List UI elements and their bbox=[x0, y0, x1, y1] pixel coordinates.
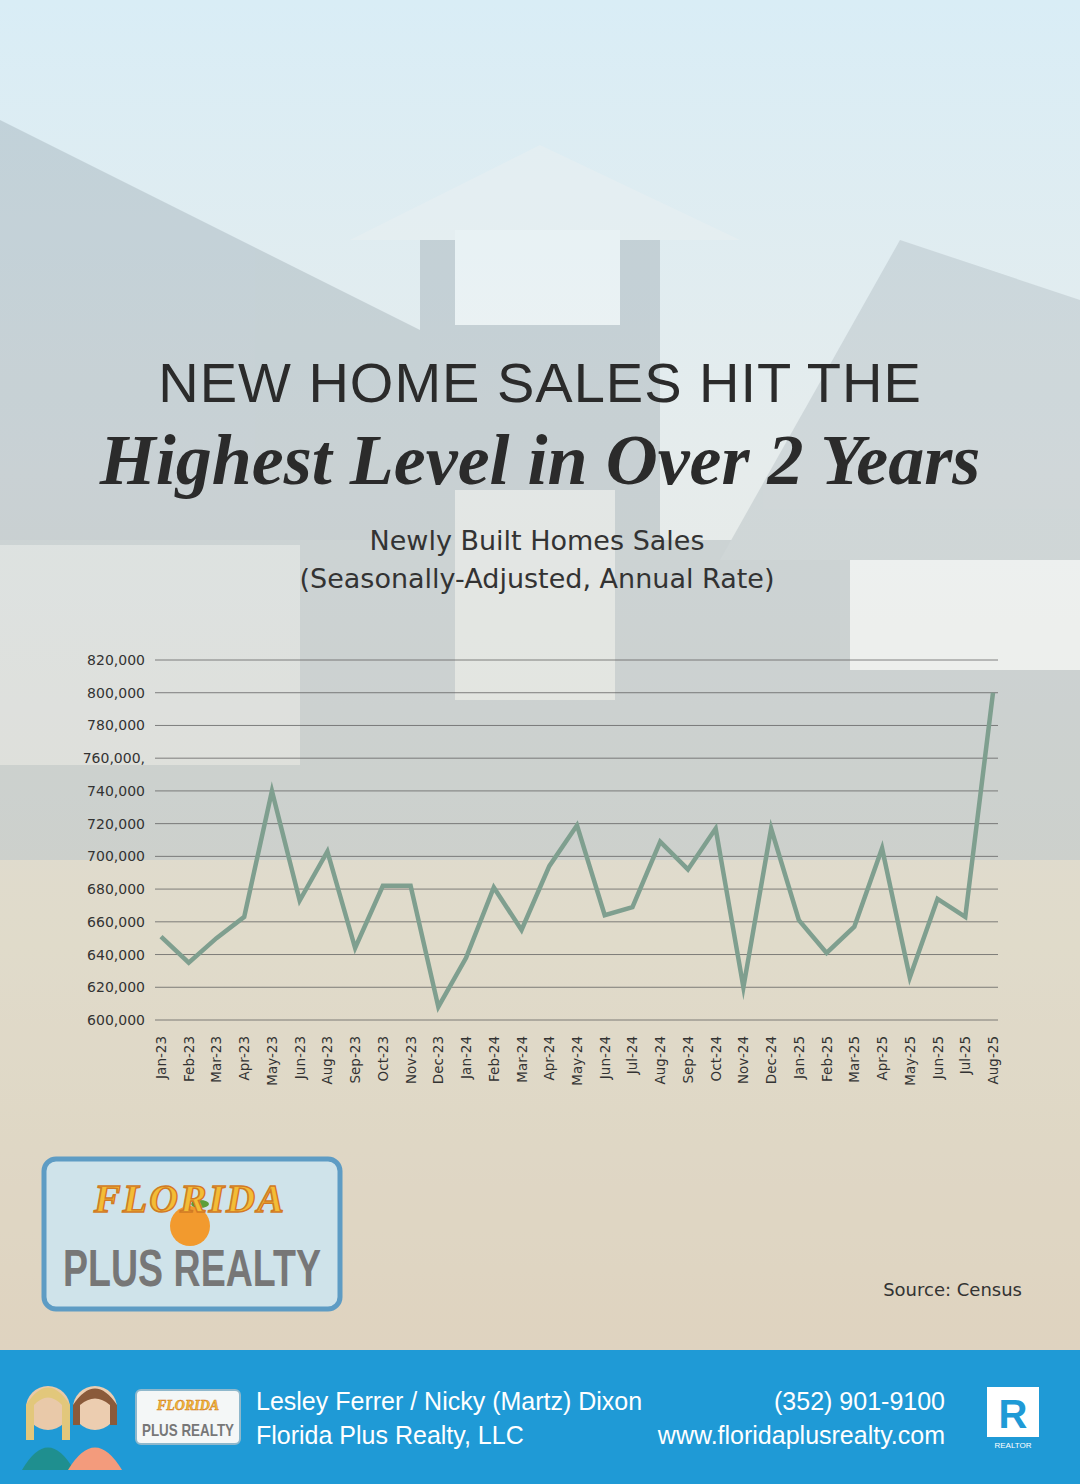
x-tick-label: Apr-25 bbox=[874, 1036, 890, 1081]
logo-text: PLUS REALTY bbox=[63, 1239, 321, 1297]
y-tick-label: 660,000 bbox=[87, 914, 145, 930]
x-tick-label: Oct-23 bbox=[375, 1036, 391, 1081]
grid-line bbox=[155, 692, 998, 693]
x-tick-label: Feb-24 bbox=[486, 1036, 502, 1082]
x-tick-label: Apr-24 bbox=[541, 1036, 557, 1081]
headline: Highest Level in Over 2 Years bbox=[99, 420, 981, 500]
logo-text: FLORIDA bbox=[93, 1176, 286, 1221]
grid-line bbox=[155, 758, 998, 759]
realtor-logo bbox=[987, 1387, 1039, 1437]
x-tick-label: Jun-24 bbox=[597, 1036, 613, 1080]
source: Source: Census bbox=[883, 1279, 1022, 1300]
grid-line bbox=[155, 889, 998, 890]
grid-line bbox=[155, 725, 998, 726]
grid-line bbox=[155, 856, 998, 857]
grid-line bbox=[155, 987, 998, 988]
footer-website: www.floridaplusrealty.com bbox=[657, 1421, 945, 1449]
x-tick-label: Sep-24 bbox=[680, 1036, 696, 1084]
x-tick-label: Jul-25 bbox=[957, 1036, 973, 1075]
x-tick-label: Mar-23 bbox=[208, 1036, 224, 1083]
photo-person bbox=[73, 1386, 117, 1430]
footer-logo-text: FLORIDA bbox=[156, 1398, 219, 1413]
footer-logo bbox=[136, 1390, 240, 1444]
y-axis: 600,000 620,000 640,000 660,000 680,000 700,0… bbox=[83, 652, 998, 1028]
x-tick-label: Jul-24 bbox=[624, 1036, 640, 1075]
page: NEW HOME SALES HIT THEHighest Level in O… bbox=[0, 0, 1080, 1484]
y-tick-label: 700,000 bbox=[87, 848, 145, 864]
footer-logo-text: PLUS REALTY bbox=[142, 1421, 235, 1440]
plot-data bbox=[161, 693, 993, 1007]
x-tick-label: Mar-24 bbox=[514, 1036, 530, 1083]
y-tick-label: 720,000 bbox=[87, 816, 145, 832]
background bbox=[0, 0, 1080, 1350]
realtor-mark: R bbox=[999, 1392, 1028, 1436]
x-tick-label: Apr-23 bbox=[236, 1036, 252, 1081]
x-tick-label: May-24 bbox=[569, 1036, 585, 1086]
headline: NEW HOME SALES HIT THE bbox=[158, 351, 922, 414]
x-tick-label: Aug-23 bbox=[319, 1036, 335, 1084]
chart-subtitle: (Seasonally-Adjusted, Annual Rate) bbox=[300, 563, 775, 594]
x-tick-label: Feb-23 bbox=[181, 1036, 197, 1082]
grid-line bbox=[155, 921, 998, 922]
y-tick-label: 620,000 bbox=[87, 979, 145, 995]
photo-person bbox=[68, 1448, 122, 1471]
realtor-label: REALTOR bbox=[994, 1441, 1031, 1450]
x-tick-label: Jan-23 bbox=[153, 1036, 169, 1080]
footer-phone: (352) 901-9100 bbox=[774, 1387, 945, 1415]
y-tick-label: 760,000, bbox=[83, 750, 145, 766]
grid-line bbox=[155, 660, 998, 661]
y-tick-label: 680,000 bbox=[87, 881, 145, 897]
footer-company: Florida Plus Realty, LLC bbox=[256, 1421, 524, 1449]
logo: FLORIDA PLUS REALTY bbox=[44, 1159, 340, 1309]
x-tick-label: Jun-23 bbox=[292, 1036, 308, 1080]
y-tick-label: 820,000 bbox=[87, 652, 145, 668]
house-garage bbox=[0, 545, 300, 765]
x-tick-label: Dec-24 bbox=[763, 1036, 779, 1084]
grid-line bbox=[155, 1020, 998, 1021]
house-roof bbox=[350, 145, 740, 240]
photo-person bbox=[22, 1448, 74, 1471]
house-wall bbox=[0, 540, 1080, 870]
lawn bbox=[0, 860, 1080, 1350]
x-tick-label: May-25 bbox=[902, 1036, 918, 1086]
chart-title: Newly Built Homes Sales bbox=[369, 525, 704, 556]
photo-hair bbox=[26, 1388, 70, 1441]
grid-line bbox=[155, 954, 998, 955]
x-tick-label: Feb-25 bbox=[819, 1036, 835, 1082]
house-window bbox=[850, 560, 1080, 670]
footer-names: Lesley Ferrer / Nicky (Martz) Dixon bbox=[256, 1387, 642, 1415]
x-tick-label: May-23 bbox=[264, 1036, 280, 1086]
y-tick-label: 740,000 bbox=[87, 783, 145, 799]
house-door bbox=[455, 490, 615, 700]
x-tick-label: Mar-25 bbox=[846, 1036, 862, 1083]
footer-bar bbox=[0, 1350, 1080, 1484]
x-tick-label: Nov-24 bbox=[735, 1036, 751, 1084]
y-tick-label: 780,000 bbox=[87, 717, 145, 733]
y-tick-label: 640,000 bbox=[87, 947, 145, 963]
x-tick-label: Dec-23 bbox=[430, 1036, 446, 1084]
x-tick-label: Jan-25 bbox=[791, 1036, 807, 1080]
house-window bbox=[455, 230, 620, 325]
x-tick-label: Jun-25 bbox=[930, 1036, 946, 1080]
logo-frame bbox=[44, 1159, 340, 1309]
house-photo bbox=[0, 120, 1080, 1350]
x-tick-label: Sep-23 bbox=[347, 1036, 363, 1084]
y-tick-label: 600,000 bbox=[87, 1012, 145, 1028]
x-axis: Jan-23 Feb-23 Mar-23 Apr-23 May-23 Jun-23 Aug-… bbox=[153, 1036, 1001, 1086]
x-tick-label: Aug-24 bbox=[652, 1036, 668, 1084]
grid-line bbox=[155, 790, 998, 791]
x-tick-label: Nov-23 bbox=[403, 1036, 419, 1084]
footer: FLORIDA PLUS REALTY Lesley Ferrer / Nicky … bbox=[0, 1350, 1080, 1484]
x-tick-label: Aug-25 bbox=[985, 1036, 1001, 1084]
data-line bbox=[161, 693, 993, 1007]
x-tick-label: Jan-24 bbox=[458, 1036, 474, 1080]
photo-hair bbox=[73, 1389, 117, 1426]
y-tick-label: 800,000 bbox=[87, 685, 145, 701]
x-tick-label: Oct-24 bbox=[708, 1036, 724, 1081]
